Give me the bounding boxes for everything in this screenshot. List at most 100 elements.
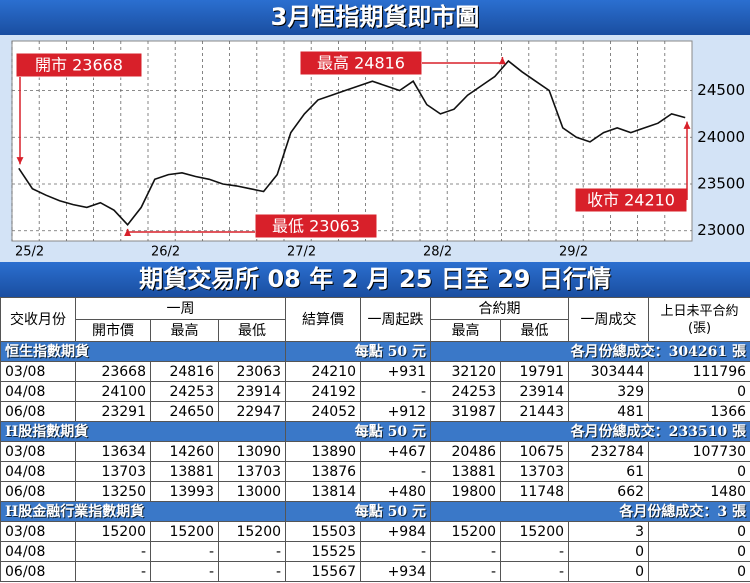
data-row: 06/08- - -15567 +934- -0 0: [0, 561, 750, 582]
cell: 19791: [500, 361, 570, 382]
cell: -: [430, 541, 502, 562]
cell: H股金融行業指數期貨: [0, 501, 287, 522]
cell: -: [430, 561, 502, 582]
annotation-text: 收市 24210: [587, 191, 675, 210]
header-cell: 結算價: [285, 297, 362, 342]
cell: 232784: [568, 441, 650, 462]
header-cell: 一周成交: [568, 297, 650, 342]
header-row: 交收月份 一周 結算價 一周起跌 合約期 一周成交 上日未平合約(張): [0, 297, 750, 342]
cell: 04/08: [0, 541, 76, 562]
data-row: 06/08 13250 13993 13000 13814 +480 19800 11748 6…: [0, 481, 750, 502]
cell: 21443: [500, 401, 570, 422]
cell: -: [500, 561, 570, 582]
cell: 662: [568, 481, 650, 502]
annotation-box: [574, 187, 688, 213]
header-cell: 合約期: [430, 297, 570, 320]
cell: 24100: [75, 381, 151, 402]
header-cell: 最低: [217, 319, 287, 342]
table-title: 期貨交易所 08 年 2 月 25 日至 29 日行情: [0, 262, 750, 297]
section-row: H股金融行業指數期貨 每點 50 元各月份總成交：3 張: [0, 501, 750, 522]
cell: 13250: [75, 481, 151, 502]
cell: 13814: [285, 481, 362, 502]
cell: 13703: [217, 461, 287, 482]
cell: 恒生指數期貨: [0, 341, 287, 362]
cell: 111796: [648, 361, 750, 382]
header-cell: 最高: [430, 319, 502, 342]
annotation-text: 最高 24816: [317, 54, 405, 73]
cell: -: [500, 541, 570, 562]
section-row: H股指數期貨 每點 50 元各月份總成交：233510 張: [0, 421, 750, 442]
cell: 1480: [648, 481, 750, 502]
cell: 0: [648, 461, 750, 482]
cell: 19800: [430, 481, 502, 502]
cell: 0: [648, 561, 750, 582]
annotation-text: 最低 23063: [272, 217, 360, 236]
cell: 13703: [75, 461, 151, 482]
cell: 各月份總成交：233510 張: [430, 421, 750, 442]
header-cell: 一周: [74, 297, 287, 320]
data-row: 03/08 13634 14260 13090 13890 +467 20486 10675 2…: [0, 441, 750, 462]
cell: 61: [568, 461, 650, 482]
cell: 0: [568, 541, 650, 562]
header-row: 開市價 最高 最低 最高 最低: [1, 319, 750, 342]
cell: 15503: [285, 521, 362, 542]
cell: 03/08: [0, 521, 76, 542]
cell: +934: [360, 561, 432, 582]
header-cell: 開市價: [75, 319, 151, 342]
cell: 303444: [568, 361, 650, 382]
cell: +467: [360, 441, 432, 462]
cell: 各月份總成交：3 張: [430, 501, 750, 522]
cell: 13890: [285, 441, 362, 462]
cell: 22947: [217, 401, 287, 422]
x-tick-label: 25/2: [15, 245, 44, 260]
cell: 13881: [150, 461, 219, 482]
cell: 每點 50 元: [285, 501, 432, 522]
cell: 24052: [285, 401, 362, 422]
cell: 107730: [648, 441, 750, 462]
data-row: 03/08 15200 15200 15200 15503 +984 15200 15200 3…: [0, 521, 750, 542]
cell: +984: [360, 521, 432, 542]
cell: 0: [648, 381, 750, 402]
cell: -: [360, 541, 432, 562]
annotation-text: 開市 23668: [35, 56, 123, 75]
cell: 23291: [75, 401, 151, 422]
x-tick-label: 28/2: [423, 245, 452, 260]
cell: 23668: [75, 361, 151, 382]
cell: 329: [568, 381, 650, 402]
cell: 15200: [500, 521, 570, 542]
cell: 481: [568, 401, 650, 422]
cell: 13993: [150, 481, 219, 502]
close-arrow-head: [683, 121, 691, 129]
cell: 06/08: [0, 401, 76, 422]
cell: 15200: [150, 521, 219, 542]
cell: -: [360, 381, 432, 402]
cell: 13703: [500, 461, 570, 482]
header-cell: 交收月份: [0, 297, 76, 342]
cell: 24210: [285, 361, 362, 382]
cell: H股指數期貨: [0, 421, 287, 442]
cell: 03/08: [0, 441, 76, 462]
cell: -: [217, 541, 287, 562]
cell: 每點 50 元: [285, 421, 432, 442]
header-cell: 上日未平合約(張): [648, 297, 750, 342]
y-tick-label: 23500: [697, 174, 745, 192]
cell: 24650: [150, 401, 219, 422]
y-tick-label: 24500: [697, 81, 745, 99]
cell: +480: [360, 481, 432, 502]
data-row: 04/08 24100 24253 23914 24192-24253 23914 329 0: [0, 381, 750, 402]
y-tick-label: 24000: [697, 128, 745, 146]
cell: 04/08: [0, 461, 76, 482]
cell: 11748: [500, 481, 570, 502]
cell: 0: [568, 561, 650, 582]
cell: 13876: [285, 461, 362, 482]
data-row: 06/08 23291 24650 22947 24052 +912 31987 21443 4…: [0, 401, 750, 422]
x-tick-label: 27/2: [287, 245, 316, 260]
cell: 13090: [217, 441, 287, 462]
section-row: 恒生指數期貨 每點 50 元各月份總成交：304261 張: [0, 341, 750, 362]
data-row: 04/08 13703 13881 13703 13876-13881 13703 61 0: [0, 461, 750, 482]
cell: -: [217, 561, 287, 582]
cell: -: [75, 561, 151, 582]
cell: 15525: [285, 541, 362, 562]
annotation-box: [254, 213, 378, 239]
